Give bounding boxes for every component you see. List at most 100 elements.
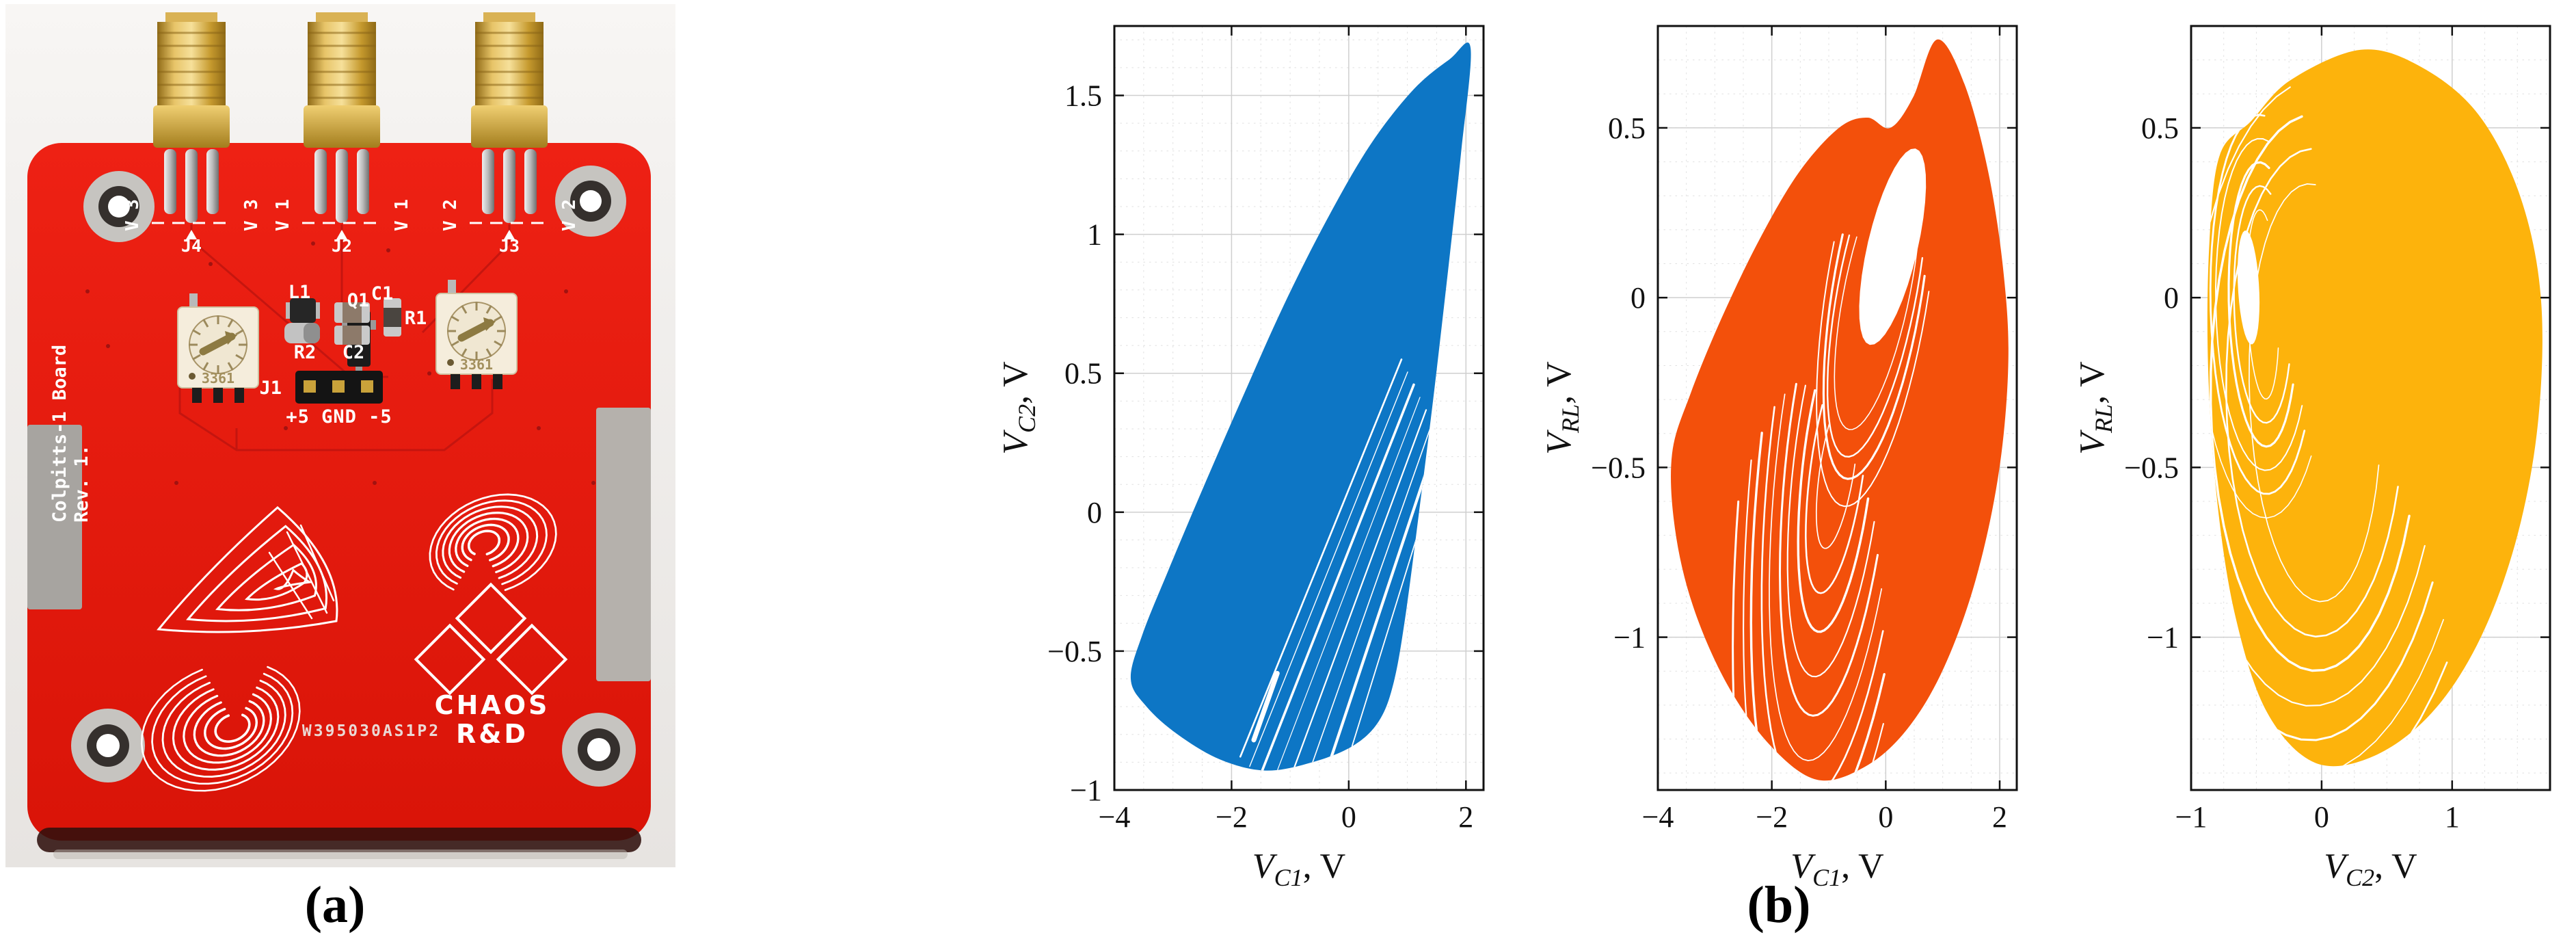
power-pins-label: +5 GND -5 bbox=[286, 406, 392, 427]
sma-connector bbox=[302, 12, 381, 239]
component-label-c1: C1 bbox=[371, 283, 394, 304]
x-tick-label: 0 bbox=[1341, 800, 1356, 834]
board-shadow-soft bbox=[53, 850, 628, 859]
x-tick-label: −2 bbox=[1756, 800, 1788, 834]
x-axis-label: VC2, V bbox=[2324, 847, 2417, 891]
tick-labels: −1 0 1 −1 −0.5 0 0.5 bbox=[2124, 111, 2460, 834]
x-tick-label: −4 bbox=[1642, 800, 1674, 834]
net-label: V 1 bbox=[273, 199, 293, 231]
phase-portrait-svg: −4 −2 0 2 −1 −0.5 0 0.5 1 1.5 VC1, V VC2, V bbox=[996, 25, 1485, 891]
net-label: V 3 bbox=[122, 199, 143, 231]
tick-labels: −4 −2 0 2 −1 −0.5 0 0.5 bbox=[1591, 111, 2007, 834]
y-tick-label: −1 bbox=[1613, 621, 1646, 655]
y-tick-label: −0.5 bbox=[1591, 451, 1646, 484]
component-label-l1: L1 bbox=[289, 282, 311, 303]
orbit-bands bbox=[1239, 358, 1445, 771]
attractor-region bbox=[1671, 39, 2009, 781]
svg-text:Colpitts-1 Board Rev.: Colpitts-1 Board Rev. 1. bbox=[49, 334, 92, 523]
attractor-hole bbox=[1859, 148, 1927, 345]
sma-connector bbox=[152, 12, 231, 239]
x-tick-label: −1 bbox=[2175, 800, 2208, 834]
y-tick-label: 1 bbox=[1087, 218, 1102, 252]
caption-b: (b) bbox=[1747, 876, 1811, 934]
edge-pad-left bbox=[27, 425, 82, 609]
board-shadow bbox=[37, 828, 641, 852]
net-label: V 2 bbox=[559, 199, 580, 231]
x-tick-label: 0 bbox=[2314, 800, 2329, 834]
trimmer-potentiometers bbox=[177, 280, 518, 403]
axes-frame bbox=[2190, 25, 2551, 791]
logo-text-rd: R&D bbox=[456, 719, 528, 749]
attractor-hole bbox=[2237, 231, 2260, 345]
axis-ticks bbox=[1113, 26, 1484, 791]
x-tick-label: 0 bbox=[1878, 800, 1893, 834]
y-tick-label: 0.5 bbox=[1608, 111, 1646, 145]
y-axis-label: VRL, V bbox=[1540, 361, 1584, 454]
edge-pad-right bbox=[596, 408, 651, 681]
sma-connectors bbox=[152, 12, 549, 239]
chaos-rd-logo-diamonds bbox=[414, 582, 568, 696]
board-title-silkscreen: Colpitts-1 Board bbox=[49, 345, 70, 523]
pcb-photo-panel: Colpitts-1 Board Rev. 1. V 3 V 3 V 1 V 1… bbox=[5, 4, 675, 867]
chart-vrl-vs-vc1: −4 −2 0 2 −1 −0.5 0 0.5 VC1, V VRL, V bbox=[1528, 0, 2041, 903]
axes-frame bbox=[1656, 25, 2018, 791]
axis-ticks bbox=[2190, 26, 2550, 790]
connector-designator: J2 bbox=[332, 236, 352, 256]
trimmer-pot bbox=[435, 280, 518, 389]
y-tick-label: −0.5 bbox=[2124, 451, 2179, 484]
chart-vrl-vs-vc2: −1 0 1 −1 −0.5 0 0.5 VC2, V VRL, V bbox=[2061, 0, 2574, 903]
x-tick-label: 2 bbox=[1458, 800, 1473, 834]
connector-designator: J4 bbox=[181, 236, 202, 256]
y-tick-label: 0 bbox=[1087, 496, 1102, 529]
y-tick-label: 0 bbox=[1631, 281, 1646, 315]
connector-designator: J3 bbox=[499, 236, 520, 256]
axis-ticks bbox=[1656, 26, 2017, 790]
y-tick-label: 0 bbox=[2164, 281, 2179, 315]
mounting-hole bbox=[83, 171, 155, 242]
silkscreen-attractor-art bbox=[140, 493, 557, 792]
board-rev-silkscreen: Rev. 1. bbox=[71, 445, 92, 523]
y-tick-label: −1 bbox=[1070, 774, 1102, 807]
pcb-photo: Colpitts-1 Board Rev. 1. V 3 V 3 V 1 V 1… bbox=[5, 4, 675, 867]
y-tick-label: −1 bbox=[2147, 621, 2179, 655]
net-label: V 1 bbox=[392, 199, 412, 231]
x-axis-label: VC1, V bbox=[1790, 847, 1883, 891]
component-label-r2: R2 bbox=[294, 342, 317, 363]
caption-a: (a) bbox=[304, 876, 366, 934]
x-tick-label: −2 bbox=[1216, 800, 1248, 834]
tick-labels: −4 −2 0 2 −1 −0.5 0 0.5 1 1.5 bbox=[1047, 79, 1473, 834]
net-label: V 3 bbox=[241, 199, 262, 231]
y-tick-label: 0.5 bbox=[2141, 111, 2179, 145]
axes-frame bbox=[1113, 25, 1485, 791]
trimmer-marking: 3361 bbox=[202, 370, 234, 386]
component-label-r1: R1 bbox=[405, 308, 427, 329]
component-label-c2: C2 bbox=[343, 342, 365, 363]
x-tick-label: 2 bbox=[1992, 800, 2007, 834]
x-tick-label: −4 bbox=[1099, 800, 1131, 834]
x-axis-label: VC1, V bbox=[1252, 847, 1345, 891]
y-axis-label: VC2, V bbox=[996, 361, 1041, 454]
header-designator: J1 bbox=[259, 378, 282, 399]
part-number: W395030AS1P2 bbox=[302, 722, 440, 740]
y-tick-label: 1.5 bbox=[1064, 79, 1102, 113]
trimmer-pot bbox=[177, 293, 259, 403]
y-axis-label: VRL, V bbox=[2073, 361, 2117, 454]
phase-portrait-svg: −1 0 1 −1 −0.5 0 0.5 VC2, V VRL, V bbox=[2073, 25, 2551, 891]
mounting-hole bbox=[71, 709, 145, 782]
attractor-region bbox=[1130, 42, 1471, 771]
chart-vc2-vs-vc1: −4 −2 0 2 −1 −0.5 0 0.5 1 1.5 VC1, V VC2, V bbox=[984, 0, 1497, 903]
sma-connector bbox=[470, 12, 549, 239]
attractor-region bbox=[2207, 49, 2543, 767]
trimmer-marking: 3361 bbox=[460, 356, 493, 373]
logo-text-chaos: CHAOS bbox=[435, 690, 550, 720]
phase-portrait-svg: −4 −2 0 2 −1 −0.5 0 0.5 VC1, V VRL, V bbox=[1540, 25, 2018, 891]
net-label: V 2 bbox=[440, 199, 461, 231]
smd-components bbox=[284, 298, 401, 404]
mounting-hole bbox=[555, 166, 626, 237]
y-tick-label: −0.5 bbox=[1047, 635, 1102, 668]
y-tick-label: 0.5 bbox=[1064, 357, 1102, 391]
component-label-q1: Q1 bbox=[347, 290, 370, 311]
x-tick-label: 1 bbox=[2445, 800, 2460, 834]
mounting-hole bbox=[562, 713, 636, 787]
